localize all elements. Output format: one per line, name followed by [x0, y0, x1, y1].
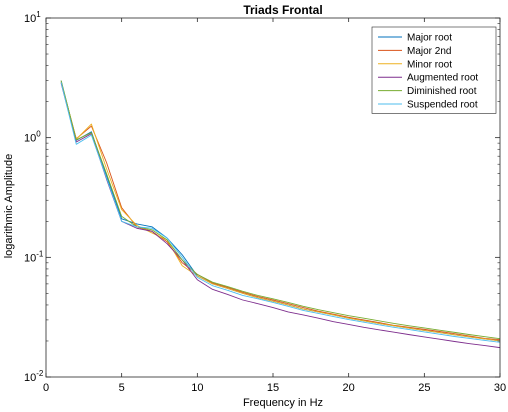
legend-entry: Augmented root — [407, 73, 478, 84]
legend: Major root Major 2nd Minor root Augmented r… — [371, 26, 497, 114]
x-tick-label: 15 — [267, 382, 279, 394]
legend-entry: Diminished root — [407, 86, 477, 97]
y-axis-label: logarithmic Amplitude — [3, 154, 15, 259]
chart-title: Triads Frontal — [243, 3, 322, 17]
y-tick-label: 10-1 — [24, 249, 44, 264]
y-axis: 10-2 10-1 100 101 — [24, 10, 500, 384]
x-axis-label: Frequency in Hz — [243, 397, 323, 409]
legend-entry: Major 2nd — [407, 46, 451, 57]
y-tick-label: 100 — [24, 130, 41, 145]
series-line-4 — [60, 80, 500, 340]
x-tick-label: 25 — [418, 382, 430, 394]
legend-entry: Minor root — [407, 59, 452, 70]
series-line-1 — [60, 82, 500, 341]
x-tick-label: 10 — [191, 382, 203, 394]
legend-box — [371, 26, 497, 114]
x-tick-label: 30 — [494, 382, 506, 394]
x-tick-label: 20 — [343, 382, 355, 394]
series-group — [60, 80, 500, 349]
x-tick-label: 0 — [43, 382, 49, 394]
x-axis: 0 5 10 15 20 25 30 — [43, 18, 506, 394]
series-line-2 — [60, 81, 500, 342]
y-tick-label: 10-2 — [24, 369, 44, 384]
y-tick-label: 101 — [24, 10, 41, 25]
x-tick-label: 5 — [119, 382, 125, 394]
series-line-3 — [60, 83, 500, 349]
legend-entry: Suspended root — [407, 100, 478, 111]
legend-entry: Major root — [407, 33, 452, 44]
series-line-5 — [60, 82, 500, 343]
